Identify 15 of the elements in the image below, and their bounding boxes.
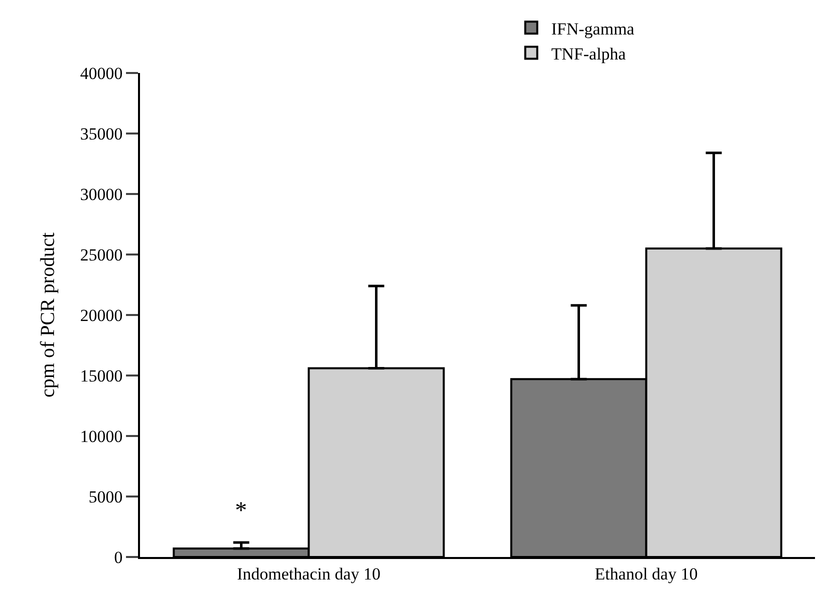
y-tick-label: 25000 <box>80 245 123 264</box>
y-tick-label: 15000 <box>80 366 123 386</box>
y-axis-title: cpm of PCR product <box>37 232 60 398</box>
y-tick-label: 5000 <box>88 487 123 506</box>
y-tick-label: 10000 <box>80 426 123 446</box>
legend-label: IFN-gamma <box>551 19 635 38</box>
x-tick-label: Ethanol day 10 <box>594 564 698 584</box>
x-tick-label: Indomethacin day 10 <box>236 564 381 584</box>
y-tick-label: 20000 <box>80 306 123 325</box>
y-tick-label: 35000 <box>80 124 123 144</box>
y-tick-label: 30000 <box>80 184 123 204</box>
y-tick-label: 0 <box>114 548 123 567</box>
y-tick-label: 40000 <box>80 64 123 83</box>
annotation: * <box>235 498 247 524</box>
legend-label: TNF-alpha <box>551 44 626 64</box>
